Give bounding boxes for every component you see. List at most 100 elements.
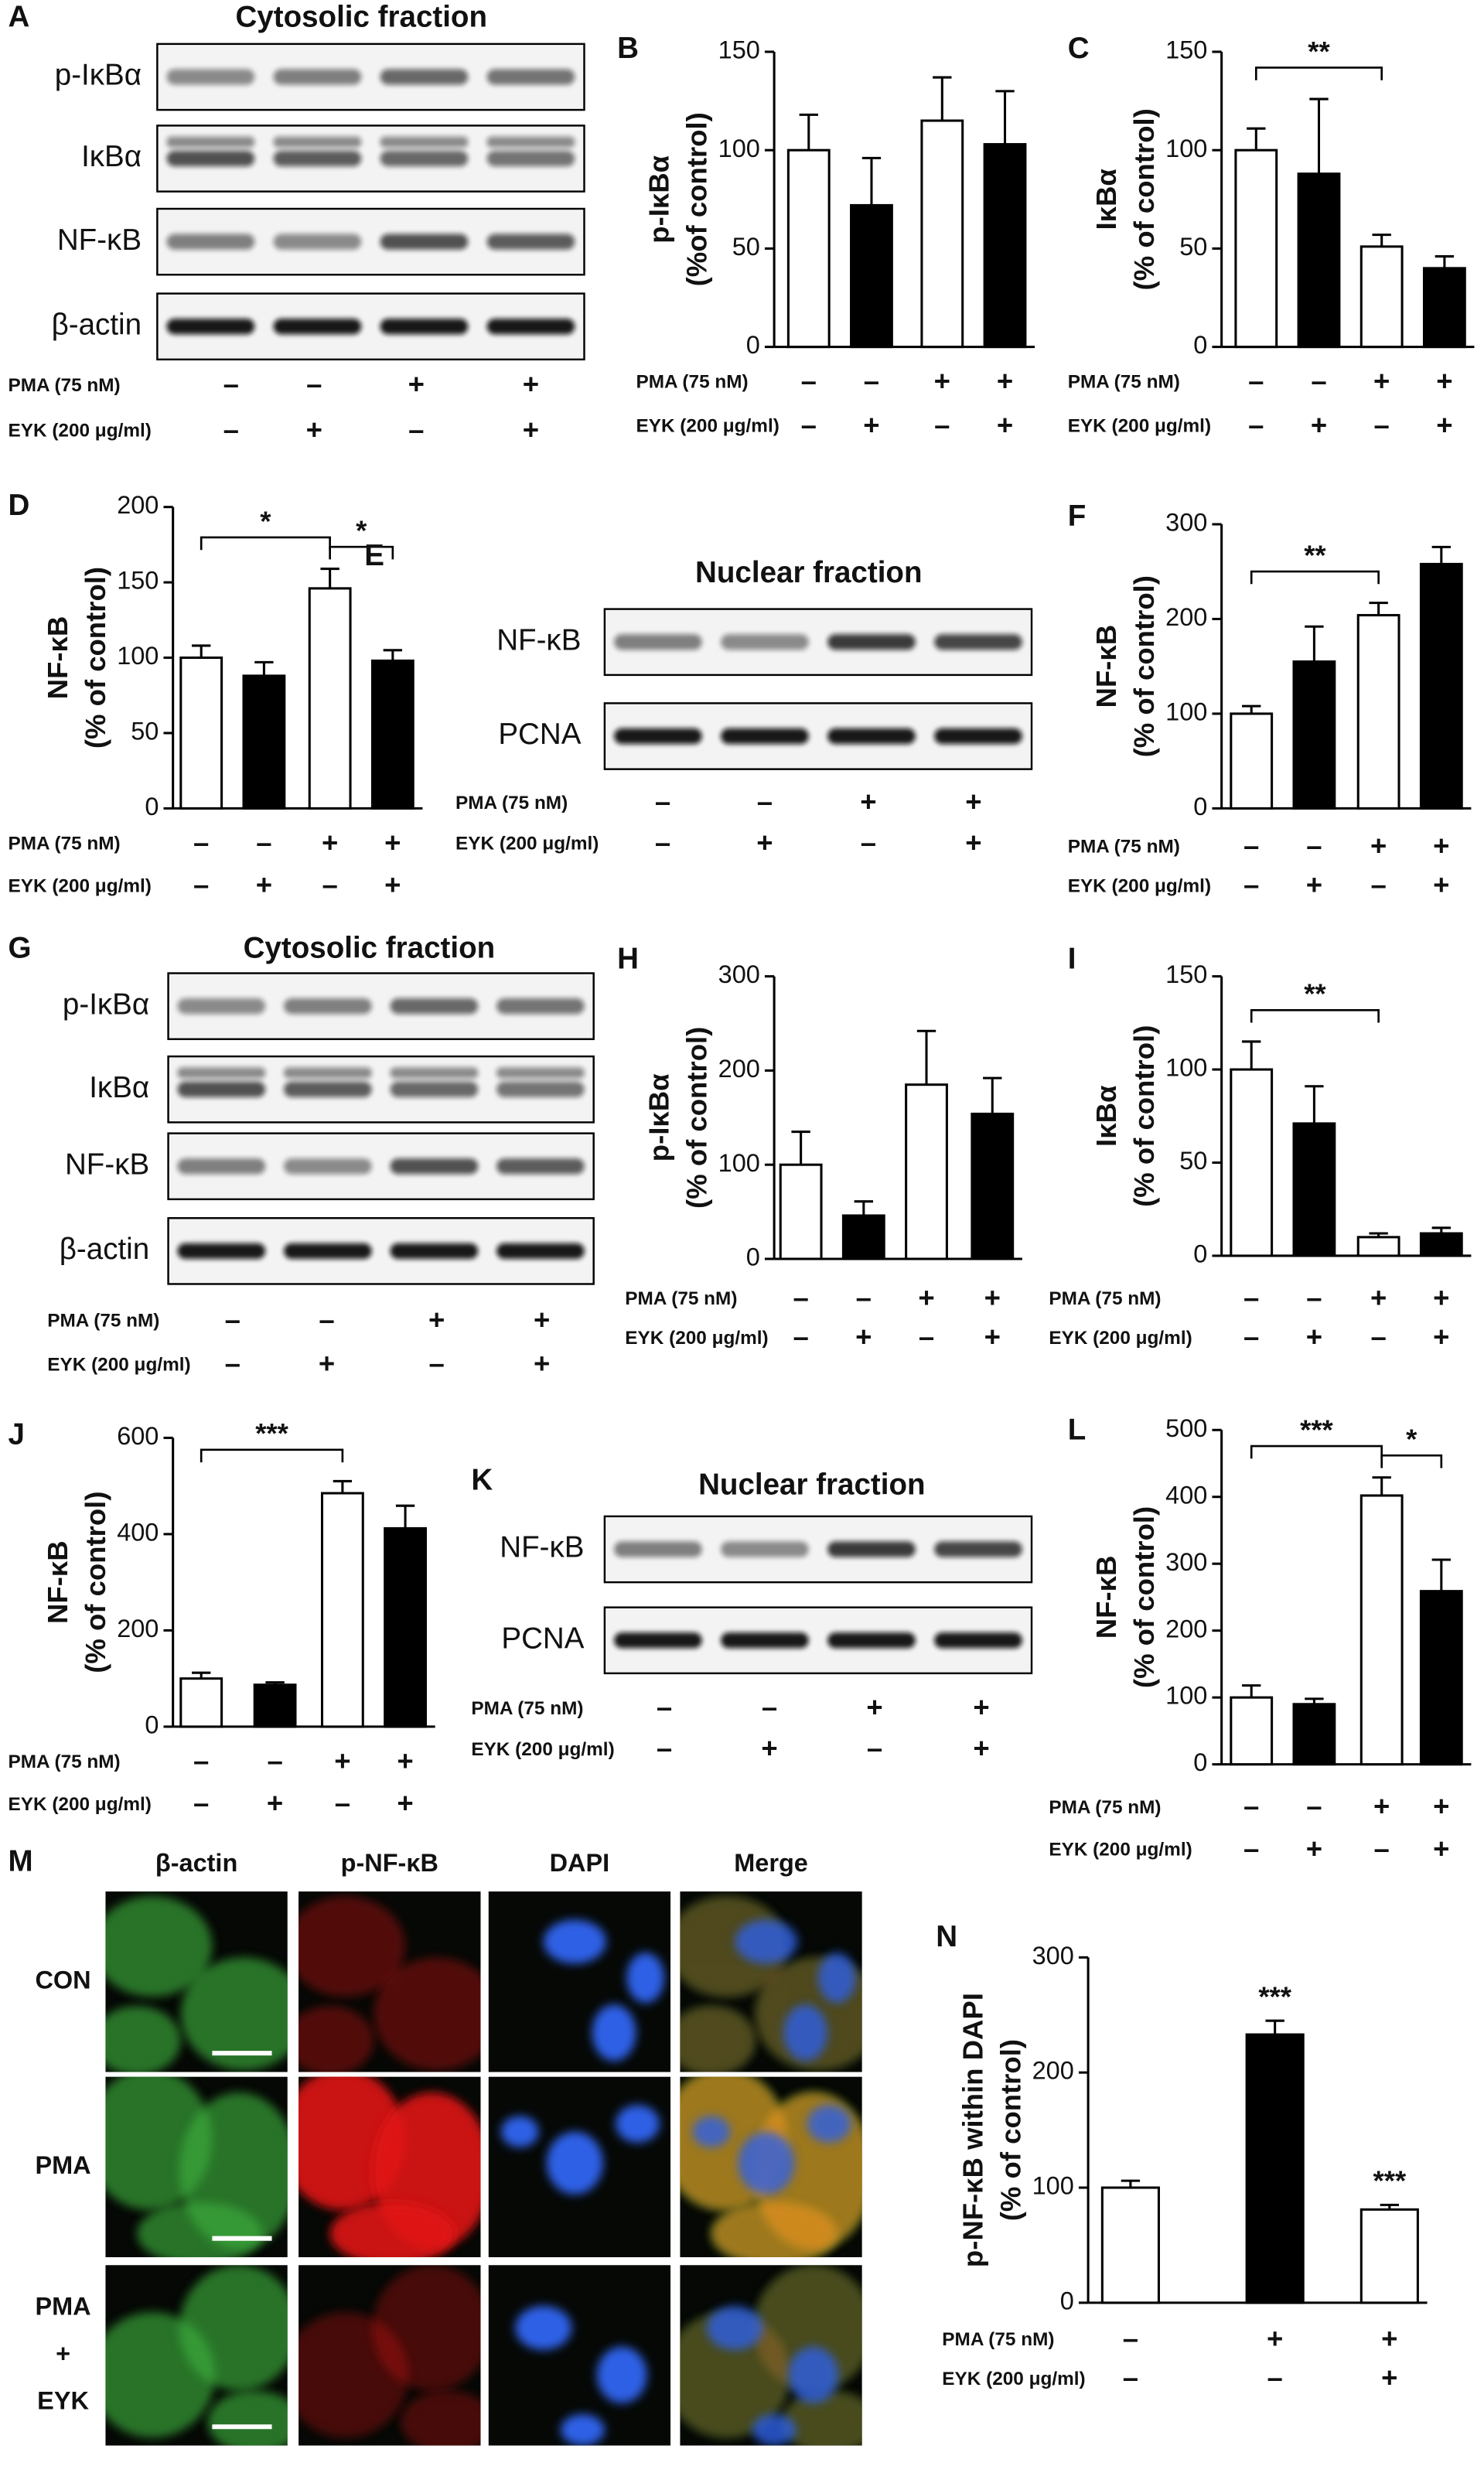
condition-sign: + xyxy=(523,368,539,400)
y-tick-label: 50 xyxy=(732,233,760,261)
condition-label: EYK (200 μg/ml) xyxy=(625,1328,768,1349)
bar xyxy=(920,119,964,349)
cell-blob xyxy=(179,2265,288,2391)
panel-letter: I xyxy=(1068,942,1076,975)
blot-band xyxy=(614,728,702,745)
bar xyxy=(179,1677,223,1728)
condition-sign: + xyxy=(973,1732,989,1764)
y-tick-label: 300 xyxy=(1032,1942,1074,1970)
blot-band xyxy=(166,319,255,335)
bar xyxy=(370,659,414,810)
y-tick-label: 100 xyxy=(718,1149,760,1177)
condition-label: PMA (75 nM) xyxy=(1068,372,1180,393)
significance-label: ** xyxy=(1308,36,1330,67)
significance-label: *** xyxy=(255,1417,288,1449)
blot-band xyxy=(496,1081,585,1097)
error-bar xyxy=(395,1504,415,1529)
condition-sign: + xyxy=(866,1691,882,1723)
y-tick-label: 100 xyxy=(1032,2172,1074,2200)
blot-band xyxy=(177,1158,266,1175)
bar xyxy=(1359,245,1404,349)
condition-sign: – xyxy=(1243,830,1259,861)
error-bar xyxy=(1305,1085,1324,1124)
blot-band xyxy=(177,1243,266,1259)
blot-band xyxy=(496,1243,585,1259)
cell-blob xyxy=(500,2116,539,2147)
blot-band xyxy=(827,634,916,650)
blot-band xyxy=(166,234,255,250)
condition-sign: – xyxy=(856,1281,872,1313)
significance-label: *** xyxy=(1258,1980,1291,2012)
cell-blob xyxy=(515,2305,572,2350)
condition-sign: – xyxy=(655,786,670,817)
condition-sign: + xyxy=(1436,365,1452,397)
condition-sign: + xyxy=(965,827,981,858)
condition-sign: + xyxy=(408,368,425,400)
blot-band xyxy=(380,319,469,335)
condition-sign: – xyxy=(919,1321,934,1352)
condition-sign: + xyxy=(1311,409,1327,441)
blot-band xyxy=(284,1158,372,1175)
condition-sign: + xyxy=(1433,830,1449,861)
blot-band xyxy=(380,136,469,148)
condition-sign: – xyxy=(322,869,337,901)
condition-sign: + xyxy=(918,1281,934,1313)
condition-sign: – xyxy=(801,409,817,441)
y-tick-label: 200 xyxy=(117,1615,159,1642)
condition-sign: – xyxy=(762,1691,777,1723)
condition-sign: + xyxy=(1306,1833,1322,1864)
condition-sign: + xyxy=(397,1787,413,1819)
cell-blob xyxy=(738,2131,795,2195)
error-bar xyxy=(1372,234,1391,247)
condition-sign: + xyxy=(1373,1790,1390,1822)
y-axis-label: (% of control) xyxy=(994,2039,1026,2221)
condition-sign: – xyxy=(1306,1281,1322,1313)
condition-label: PMA (75 nM) xyxy=(1049,1797,1161,1818)
blot-band xyxy=(390,1067,479,1079)
blot-band xyxy=(614,1632,702,1649)
condition-sign: – xyxy=(1243,1790,1259,1822)
condition-sign: – xyxy=(1370,1321,1386,1352)
condition-sign: – xyxy=(225,1304,241,1335)
error-bar xyxy=(1431,545,1452,564)
condition-sign: + xyxy=(1433,1321,1449,1352)
y-tick-label: 200 xyxy=(1032,2057,1074,2085)
condition-sign: – xyxy=(657,1691,672,1723)
condition-sign: – xyxy=(1306,1790,1322,1822)
condition-label: EYK (200 μg/ml) xyxy=(1068,416,1211,437)
bar xyxy=(1359,1494,1404,1766)
y-tick-label: 100 xyxy=(1165,135,1207,162)
micrograph xyxy=(680,2076,862,2258)
error-bar xyxy=(192,1671,211,1679)
condition-sign: + xyxy=(534,1304,550,1335)
blot-band xyxy=(614,634,702,650)
blot-title: Nuclear fraction xyxy=(695,556,922,589)
condition-sign: – xyxy=(256,827,271,858)
y-tick-label: 0 xyxy=(1193,331,1207,359)
bar xyxy=(253,1683,297,1728)
bar xyxy=(786,148,831,349)
condition-sign: + xyxy=(997,409,1013,441)
error-bar xyxy=(933,76,952,121)
condition-sign: + xyxy=(1381,2362,1397,2393)
condition-sign: + xyxy=(319,1348,335,1380)
blot-band xyxy=(380,234,469,250)
cell-blob xyxy=(788,2346,839,2403)
blot-band xyxy=(486,150,575,167)
cell-blob xyxy=(753,2265,862,2391)
blot-band xyxy=(380,69,469,85)
condition-sign: + xyxy=(1433,1281,1449,1313)
cell-blob xyxy=(207,2390,288,2446)
condition-sign: – xyxy=(1123,2362,1138,2393)
condition-sign: + xyxy=(1267,2322,1283,2354)
cell-blob xyxy=(543,1919,606,1964)
blot-band xyxy=(827,728,916,745)
condition-sign: – xyxy=(1248,409,1264,441)
micrograph xyxy=(105,2265,288,2446)
condition-sign: – xyxy=(801,365,817,397)
bar xyxy=(1292,1122,1336,1257)
condition-sign: – xyxy=(223,414,239,445)
y-tick-label: 300 xyxy=(1165,1548,1207,1576)
condition-sign: – xyxy=(1123,2322,1138,2354)
column-header: β-actin xyxy=(155,1849,237,1877)
